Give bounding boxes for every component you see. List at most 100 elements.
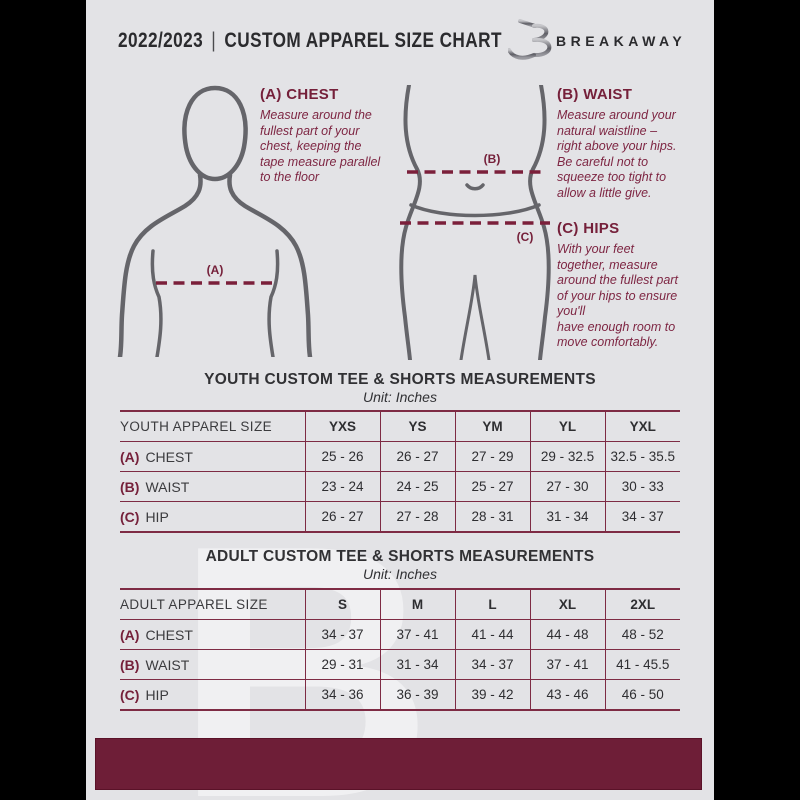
youth-table-title: YOUTH CUSTOM TEE & SHORTS MEASUREMENTS xyxy=(204,371,596,388)
youth-table-unit: Unit: Inches xyxy=(363,389,437,405)
adult-table-title: ADULT CUSTOM TEE & SHORTS MEASUREMENTS xyxy=(205,548,595,565)
row-marker: (C) xyxy=(120,686,140,703)
table-cell: 41 - 44 xyxy=(454,619,530,650)
column-header-ys: YS xyxy=(379,410,455,442)
chest-instructions: Measure around the fullest part of your … xyxy=(260,108,381,184)
table-cell: 34 - 37 xyxy=(304,619,380,650)
column-header-yxl: YXL xyxy=(604,410,680,442)
table-cell: 34 - 36 xyxy=(304,679,380,711)
row-label-text: WAIST xyxy=(145,656,190,673)
table-cell: 23 - 24 xyxy=(304,471,380,502)
page-title: 2022/2023 | CUSTOM APPAREL SIZE CHART xyxy=(118,29,502,53)
adult-waist-row: (B) WAIST 29 - 31 31 - 34 34 - 37 37 - 41… xyxy=(120,649,680,680)
adult-header-row: ADULT APPAREL SIZE S M L XL 2XL xyxy=(120,588,680,620)
table-cell: 26 - 27 xyxy=(379,441,455,472)
table-cell: 25 - 27 xyxy=(454,471,530,502)
season-label: 2022/2023 xyxy=(118,29,204,52)
chest-marker-label: (A) xyxy=(207,263,224,277)
table-cell: 32.5 - 35.5 xyxy=(604,441,680,472)
breakaway-logo-icon xyxy=(508,19,552,60)
table-cell: 29 - 32.5 xyxy=(529,441,605,472)
size-chart-document: B 2022/2023 | CUSTOM APPAREL SIZE CHART xyxy=(86,0,714,800)
table-cell: 34 - 37 xyxy=(454,649,530,680)
waist-instructions: Measure around your natural waistline – … xyxy=(557,108,677,200)
row-marker: (B) xyxy=(120,478,140,495)
column-header-yl: YL xyxy=(529,410,605,442)
table-cell: 31 - 34 xyxy=(379,649,455,680)
row-marker: (A) xyxy=(120,448,140,465)
row-label-text: CHEST xyxy=(145,448,193,465)
column-header-ym: YM xyxy=(454,410,530,442)
waist-marker-label: (B) xyxy=(484,152,501,166)
column-header-m: M xyxy=(379,588,455,620)
row-label-text: CHEST xyxy=(145,626,193,643)
table-cell: 37 - 41 xyxy=(529,649,605,680)
table-cell: 39 - 42 xyxy=(454,679,530,711)
table-cell: 43 - 46 xyxy=(529,679,605,711)
column-header-2xl: 2XL xyxy=(604,588,680,620)
chest-heading: (A) CHEST xyxy=(260,86,339,103)
figure-navel xyxy=(465,183,485,191)
youth-hip-row: (C) HIP 26 - 27 27 - 28 28 - 31 31 - 34 3… xyxy=(120,501,680,533)
hips-marker-label: (C) xyxy=(517,230,534,244)
adult-size-label: ADULT APPAREL SIZE xyxy=(120,588,305,620)
column-header-yxs: YXS xyxy=(304,410,380,442)
row-label-text: HIP xyxy=(145,508,169,525)
adult-table-unit: Unit: Inches xyxy=(363,566,437,582)
row-label-hip: (C) HIP xyxy=(120,501,305,533)
figure-leg-split xyxy=(459,274,491,360)
row-label-waist: (B) WAIST xyxy=(120,471,305,502)
figure-right-shoulder-arm xyxy=(227,172,313,357)
figure-head xyxy=(182,85,248,182)
table-cell: 44 - 48 xyxy=(529,619,605,650)
table-cell: 30 - 33 xyxy=(604,471,680,502)
figure-left-armpit xyxy=(150,249,163,357)
hips-heading: (C) HIPS xyxy=(557,220,620,237)
figure-left-side xyxy=(399,85,422,360)
row-label-chest: (A) CHEST xyxy=(120,619,305,650)
column-header-s: S xyxy=(304,588,380,620)
table-cell: 27 - 30 xyxy=(529,471,605,502)
table-cell: 41 - 45.5 xyxy=(604,649,680,680)
table-cell: 25 - 26 xyxy=(304,441,380,472)
table-cell: 36 - 39 xyxy=(379,679,455,711)
row-marker: (B) xyxy=(120,656,140,673)
table-cell: 24 - 25 xyxy=(379,471,455,502)
adult-chest-row: (A) CHEST 34 - 37 37 - 41 41 - 44 44 - 48… xyxy=(120,619,680,650)
youth-header-row: YOUTH APPAREL SIZE YXS YS YM YL YXL xyxy=(120,410,680,442)
table-cell: 27 - 29 xyxy=(454,441,530,472)
table-cell: 34 - 37 xyxy=(604,501,680,533)
row-label-text: HIP xyxy=(145,686,169,703)
table-cell: 37 - 41 xyxy=(379,619,455,650)
figure-hip-curve xyxy=(409,203,541,218)
chart-title: CUSTOM APPAREL SIZE CHART xyxy=(224,29,502,52)
row-marker: (A) xyxy=(120,626,140,643)
table-cell: 26 - 27 xyxy=(304,501,380,533)
table-cell: 48 - 52 xyxy=(604,619,680,650)
footer-accent-bar xyxy=(95,738,702,790)
lower-body-figure: (B) (C) xyxy=(399,85,551,360)
hips-instructions: With your feet together, measure around … xyxy=(557,242,678,349)
row-label-hip: (C) HIP xyxy=(120,679,305,711)
table-cell: 31 - 34 xyxy=(529,501,605,533)
adult-size-table: ADULT APPAREL SIZE S M L XL 2XL (A) CHEST… xyxy=(120,588,680,711)
figure-left-shoulder-arm xyxy=(117,172,203,357)
table-cell: 27 - 28 xyxy=(379,501,455,533)
youth-size-table: YOUTH APPAREL SIZE YXS YS YM YL YXL (A) C… xyxy=(120,410,680,533)
figure-right-armpit xyxy=(267,249,280,357)
title-divider: | xyxy=(211,29,217,52)
upper-body-figure: (A) xyxy=(117,85,313,357)
brand-name: BREAKAWAY xyxy=(556,33,687,49)
youth-chest-row: (A) CHEST 25 - 26 26 - 27 27 - 29 29 - 32… xyxy=(120,441,680,472)
youth-size-label: YOUTH APPAREL SIZE xyxy=(120,410,305,442)
youth-waist-row: (B) WAIST 23 - 24 24 - 25 25 - 27 27 - 30… xyxy=(120,471,680,502)
waist-heading: (B) WAIST xyxy=(557,86,633,103)
table-cell: 28 - 31 xyxy=(454,501,530,533)
table-cell: 29 - 31 xyxy=(304,649,380,680)
row-marker: (C) xyxy=(120,508,140,525)
table-cell: 46 - 50 xyxy=(604,679,680,711)
column-header-l: L xyxy=(454,588,530,620)
figure-right-side xyxy=(528,85,551,360)
row-label-waist: (B) WAIST xyxy=(120,649,305,680)
row-label-text: WAIST xyxy=(145,478,190,495)
